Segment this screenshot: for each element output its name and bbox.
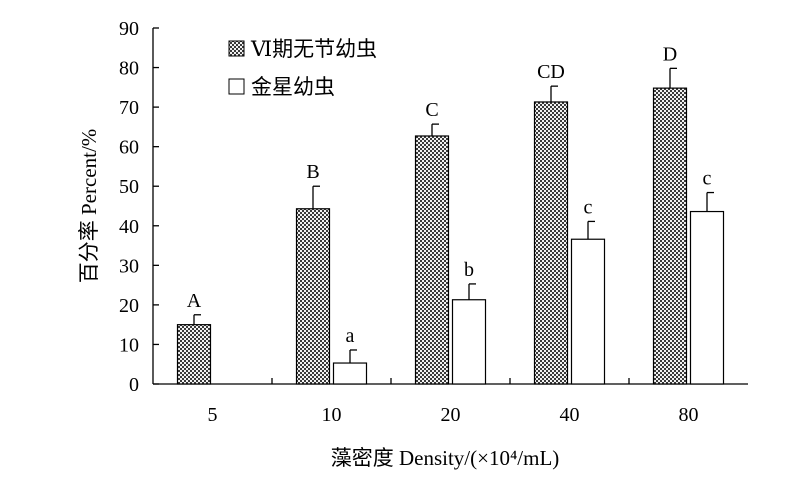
- significance-label: B: [306, 161, 319, 183]
- x-tick-label: 80: [679, 404, 699, 426]
- x-tick-label: 5: [208, 404, 218, 426]
- legend-label-series-1: Ⅵ期无节幼虫: [250, 37, 377, 61]
- y-tick-label: 40: [119, 216, 139, 238]
- significance-label: C: [425, 99, 438, 121]
- significance-label: D: [663, 43, 677, 65]
- x-axis-title: 藻密度 Density/(×10⁴/mL): [331, 446, 560, 470]
- bar-nauplius-40: [533, 101, 569, 385]
- y-tick-label: 50: [119, 176, 139, 198]
- x-tick-label: 40: [560, 404, 580, 426]
- bar-nauplius-10: [295, 208, 331, 385]
- bar-cypris-20: [451, 299, 487, 385]
- y-tick-label: 30: [119, 255, 139, 277]
- y-tick-label: 80: [119, 58, 139, 80]
- significance-label: c: [584, 196, 593, 218]
- plot-area: 0 10 20 30 40 50 60 70 80 90 5 10 20 40 80 A Ba Cb CD c Dc: [119, 18, 748, 426]
- y-tick-label: 60: [119, 137, 139, 159]
- significance-label: A: [187, 290, 202, 312]
- y-tick-label: 20: [119, 295, 139, 317]
- bar-cypris-80: [689, 210, 725, 385]
- x-tick-label: 10: [322, 404, 342, 426]
- significance-label: b: [464, 259, 474, 281]
- bar-nauplius-20: [414, 135, 450, 385]
- y-tick-label: 70: [119, 97, 139, 119]
- significance-label: CD: [537, 61, 565, 83]
- y-tick-label: 90: [119, 18, 139, 40]
- bar-cypris-10: [332, 362, 368, 385]
- x-tick-label: 20: [441, 404, 461, 426]
- y-tick-label: 10: [119, 334, 139, 356]
- legend-swatch-series-1: [228, 40, 245, 57]
- legend-label-series-2: 金星幼虫: [251, 75, 335, 99]
- significance-label: c: [703, 168, 712, 190]
- bar-nauplius-80: [652, 87, 688, 385]
- significance-label: a: [346, 325, 355, 347]
- legend: Ⅵ期无节幼虫 金星幼虫: [228, 37, 377, 99]
- bar-nauplius-5: [176, 324, 212, 385]
- bar-cypris-40: [570, 238, 606, 385]
- y-axis-title: 百分率 Percent/%: [77, 129, 101, 284]
- y-tick-label: 0: [129, 374, 139, 396]
- legend-swatch-series-2: [228, 78, 245, 95]
